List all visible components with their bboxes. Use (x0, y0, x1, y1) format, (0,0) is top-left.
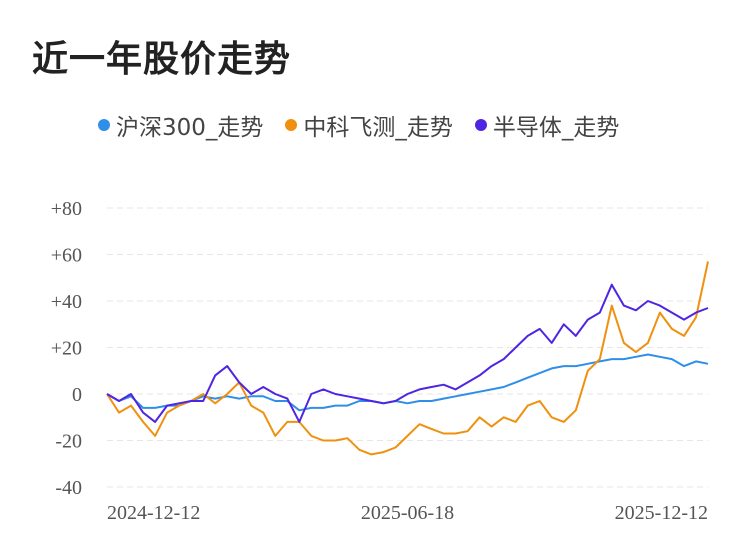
series-line (106, 283, 709, 423)
y-tick-label: +60 (51, 245, 82, 267)
chart-legend: 沪深300_走势 中科飞测_走势 半导体_走势 (98, 108, 641, 142)
legend-dot-icon (98, 119, 110, 131)
y-tick-label: -40 (55, 477, 82, 499)
series-line (106, 261, 709, 456)
legend-dot-icon (474, 119, 487, 131)
legend-dot-icon (285, 119, 298, 131)
legend-item-hs300[interactable]: 沪深300_走势 (98, 108, 263, 142)
chart-title: 近一年股价走势 (32, 39, 292, 80)
legend-item-zhongke[interactable]: 中科飞测_走势 (285, 108, 453, 142)
y-tick-label: -20 (55, 431, 82, 453)
x-tick-label: 2024-12-12 (107, 502, 200, 524)
legend-label: 沪深300_走势 (116, 115, 264, 141)
y-tick-label: +20 (51, 338, 82, 360)
legend-label: 中科飞测_走势 (303, 115, 453, 141)
y-tick-label: 0 (72, 384, 82, 406)
legend-item-semiconductor[interactable]: 半导体_走势 (474, 108, 620, 142)
x-tick-label: 2025-06-18 (361, 502, 454, 524)
y-tick-label: +80 (51, 198, 82, 220)
x-tick-label: 2025-12-12 (615, 502, 708, 524)
y-tick-label: +40 (51, 291, 82, 313)
legend-label: 半导体_走势 (492, 115, 620, 141)
